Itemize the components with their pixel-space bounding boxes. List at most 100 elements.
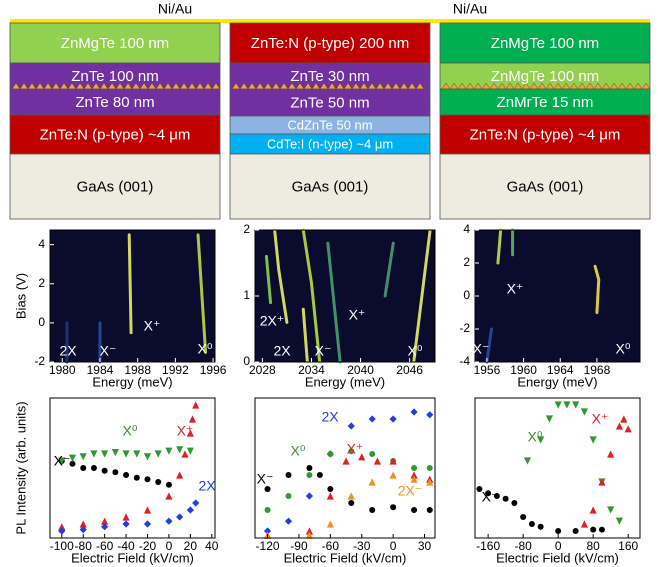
marker [326, 492, 334, 500]
x-tick-label: 1964 [547, 363, 574, 377]
annotation: X⁺ [177, 423, 194, 439]
marker [528, 521, 535, 527]
x-tick-label: -80 [75, 539, 93, 553]
x-tick-label: 1980 [49, 363, 76, 377]
marker [143, 453, 152, 461]
marker [165, 492, 173, 500]
annotation: 2X [59, 343, 77, 359]
marker [90, 465, 97, 471]
layer [229, 153, 431, 220]
annotation: X⁻ [100, 343, 117, 359]
marker [143, 506, 152, 514]
y-tick-label: 0 [243, 354, 250, 368]
emission-line [496, 228, 503, 265]
marker [411, 507, 418, 513]
emission-line [412, 228, 432, 364]
x-tick-label: 1968 [584, 363, 611, 377]
marker [123, 472, 130, 478]
y-tick-label: -4 [459, 354, 470, 368]
layer [9, 88, 221, 116]
marker [101, 517, 109, 525]
annotation: X⁻ [257, 471, 274, 487]
marker [554, 401, 562, 409]
marker [154, 450, 162, 458]
y-tick-label: 0 [38, 315, 45, 329]
marker [101, 450, 109, 458]
marker [537, 523, 544, 530]
marker [590, 526, 597, 533]
marker [101, 523, 109, 531]
heatmap-background [475, 230, 640, 362]
emission-line [127, 233, 133, 335]
annotation: X⁰ [123, 423, 138, 439]
marker [615, 422, 624, 430]
x-tick-label: 0 [390, 539, 397, 553]
layer-label: ZnMrTe 15 nm [497, 94, 594, 111]
layer [9, 114, 221, 155]
x-tick-label: 2028 [249, 363, 276, 377]
marker [615, 517, 624, 525]
y-tick-label: 1 [243, 288, 250, 302]
heatmap-background [255, 230, 435, 362]
layer-label: ZnMgTe 100 nm [491, 68, 599, 85]
marker [410, 475, 418, 483]
y-tick-label: 2 [463, 255, 470, 269]
layer-label: ZnTe 80 nm [75, 94, 154, 111]
x-tick-label: 1992 [162, 363, 189, 377]
marker [143, 520, 152, 528]
marker [502, 495, 509, 502]
layer-label: GaAs (001) [77, 178, 154, 195]
marker [263, 527, 272, 535]
marker [327, 451, 334, 457]
marker [389, 457, 397, 465]
marker [133, 450, 141, 458]
layer [9, 153, 221, 220]
annotation: X⁰ [408, 343, 423, 359]
x-tick-label: 2034 [298, 363, 325, 377]
x-tick-label: 2040 [347, 363, 374, 377]
marker [563, 401, 571, 409]
x-tick-label: 30 [418, 539, 432, 553]
marker [306, 465, 313, 471]
x-tick-label: 1984 [87, 363, 114, 377]
emission-line [485, 327, 493, 364]
emission-line [383, 241, 395, 298]
marker [580, 408, 589, 416]
x-tick-label: 1956 [474, 363, 501, 377]
marker [369, 451, 376, 457]
marker [476, 486, 483, 492]
marker [389, 471, 397, 479]
marker [348, 500, 355, 506]
emission-line [326, 241, 342, 364]
contact-label: Ni/Au [453, 1, 487, 17]
marker [68, 454, 77, 462]
x-axis-label: Energy (meV) [517, 374, 597, 389]
annotation: X⁻ [473, 341, 490, 357]
marker [176, 513, 184, 521]
marker [520, 514, 527, 520]
layer [439, 153, 651, 220]
marker [305, 531, 314, 539]
marker [101, 467, 108, 474]
marker [607, 450, 615, 458]
annotation: X⁺ [144, 318, 161, 334]
marker [144, 476, 151, 483]
annotation: X⁻ [482, 489, 499, 505]
x-tick-label: -90 [290, 539, 308, 553]
emission-line [273, 228, 289, 324]
annotation: X⁺ [349, 307, 366, 323]
marker [264, 486, 271, 492]
marker [133, 474, 140, 481]
annotation: X⁺ [507, 281, 524, 297]
marker [58, 457, 66, 465]
marker [186, 429, 194, 437]
emission-line [301, 228, 322, 364]
marker [342, 457, 350, 465]
annotation: 2X⁺ [260, 313, 285, 329]
layer-label: ZnTe 30 nm [290, 68, 369, 85]
annotation: X⁰ [198, 341, 213, 357]
marker [165, 517, 173, 525]
marker [624, 425, 632, 433]
x-tick-label: 80 [586, 539, 600, 553]
marker [165, 481, 172, 488]
